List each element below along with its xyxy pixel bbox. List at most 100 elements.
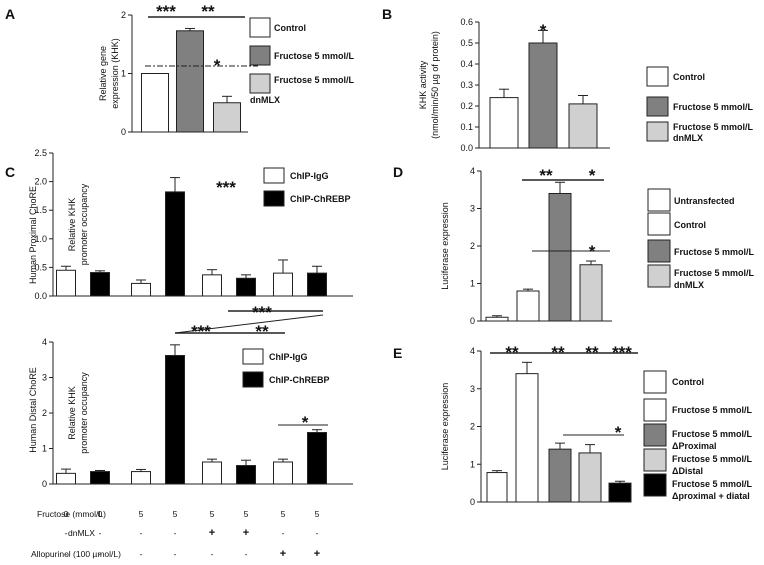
panel-d-legend-swatch-2 [647,239,671,263]
panel-d-legend-label-1: Control [674,220,706,230]
treatment-row-label-1: dnMLX [68,528,95,538]
panel-b-bar-0 [489,97,519,149]
panel-c-lower-sig-3: * [302,413,309,432]
panel-letter-c: C [5,164,15,180]
treatment-cell-1-5: + [243,527,249,539]
treatment-cell-2-5: - [245,549,248,559]
panel-e-y-tick-label-1: 1 [470,459,475,469]
panel-b: 0.0 0.1 0.2 0.3 0.4 0.5 0.6 KHK activity (nmol/m… [418,17,754,153]
panel-d-y-tick-label-3: 3 [470,204,475,214]
panel-d-y-tick-label-0: 0 [470,316,475,326]
treatment-cell-0-3: 5 [173,509,178,519]
panel-c-lower-y-tick-label-3: 3 [42,373,47,383]
panel-c-y-tick-label-3: 1.5 [34,205,47,215]
panel-c-ylabel-2: promoter occupancy [79,183,89,265]
panel-d-bar-1 [516,290,540,322]
treatment-cell-0-2: 5 [139,509,144,519]
panel-e-y-tick-label-0: 0 [470,497,475,507]
panel-a-legend-swatch-0 [249,17,271,38]
panel-b-legend-label-2b: dnMLX [673,133,703,143]
treatment-cell-0-6: 5 [281,509,286,519]
panel-e-ylabel: Luciferase expression [440,383,450,471]
panel-d-legend-label-3: Fructose 5 mmol/L [674,268,755,278]
panel-c-legend-swatch-0 [263,167,285,184]
panel-c-bar-3 [273,272,293,297]
panel-d-legend-swatch-0 [647,188,671,212]
panel-b-y-tick-label-1: 0.1 [460,122,473,132]
panel-a-legend-label-1: Fructose 5 mmol/L [274,51,355,61]
panel-e-legend-label-4: Fructose 5 mmol/L [672,479,753,489]
panel-e-legend-label-1: Fructose 5 mmol/L [672,405,753,415]
panel-a-bar-0 [141,73,169,133]
panel-c-lower-bar-2 [202,461,222,485]
panel-b-y-tick-label-5: 0.5 [460,38,473,48]
panel-b-bar-2 [568,103,598,149]
panel-a-legend-label-2b: dnMLX [250,95,280,105]
panel-e-legend-swatch-2 [643,423,667,447]
treatment-cell-1-2: - [140,528,143,538]
panel-c-lower-y-tick-label-4: 4 [42,337,47,347]
panel-c-legend-label-0: ChIP-IgG [290,171,329,181]
panel-e-sig-4: * [615,423,622,442]
panel-b-ylabel-1: KHK activity [418,60,428,109]
panel-b-sig-0: * [540,21,547,40]
panel-c-lower-legend-label-1: ChIP-ChREBP [269,375,330,385]
panel-letter-b: B [382,6,392,22]
panel-a-y-tick-label-0: 0 [121,127,126,137]
panel-c-y-tick-label-1: 0.5 [34,262,47,272]
panel-b-y-tick-label-6: 0.6 [460,17,473,27]
panel-d-legend-label-0: Untransfected [674,196,735,206]
treatment-cell-0-5: 5 [244,509,249,519]
treatment-row-label-0: Fructose (mmol/L) [37,509,106,519]
panel-a-sig-1: ** [201,2,215,21]
panel-e-bar-0 [486,472,508,503]
panel-e-legend-swatch-4 [643,473,667,497]
panel-e-y-tick-label-2: 2 [470,422,475,432]
treatment-cell-0-4: 5 [210,509,215,519]
panel-d-y-tick-label-4: 4 [470,166,475,176]
panel-c-bar-4 [90,272,110,297]
panel-e-legend-label-3: Fructose 5 mmol/L [672,454,753,464]
panel-c-lower-bar-7 [307,432,327,485]
panel-a-y-tick-label-2: 2 [121,10,126,20]
panel-d-sig-2: * [589,242,596,261]
panel-b-legend-label-0: Control [673,72,705,82]
panel-c-lower-sig-0: *** [252,303,272,322]
panel-c-bar-6 [236,277,256,297]
panel-c-lower-sig-line-0 [174,314,324,334]
panel-letter-e: E [393,345,402,361]
treatment-cell-2-4: - [211,549,214,559]
treatment-cell-2-1: - [99,549,102,559]
panel-e-bar-3 [578,452,602,503]
panel-c-lower-ylabel-2: promoter occupancy [79,372,89,454]
panel-d-y-tick-label-1: 1 [470,279,475,289]
panel-c-y-tick-label-4: 2.0 [34,177,47,187]
panel-c-lower-y-tick-label-2: 2 [42,408,47,418]
panel-d-bar-0 [485,316,509,322]
panel-b-y-tick-label-4: 0.4 [460,59,473,69]
panel-c-bar-2 [202,274,222,297]
panel-b-y-tick-label-0: 0.0 [460,143,473,153]
side-label-proximal: Human Proximal ChoRE [28,186,38,284]
panel-b-legend-swatch-0 [646,66,669,87]
panel-a-bar-1 [176,30,204,133]
panel-a-sig-2: * [214,56,221,75]
panel-e-legend-label-3b: ΔDistal [672,466,703,476]
panel-e-y-tick-label-4: 4 [470,346,475,356]
panel-letter-a: A [5,6,15,22]
treatment-cell-1-7: - [316,528,319,538]
panel-e-legend-swatch-0 [643,370,667,394]
treatment-cell-1-3: - [174,528,177,538]
panel-e-y-tick-label-3: 3 [470,384,475,394]
panel-d-legend-label-3b: dnMLX [674,280,704,290]
panel-c-bar-7 [307,272,327,297]
panel-d-bar-2 [548,193,572,322]
panel-b-legend-label-1: Fructose 5 mmol/L [673,102,754,112]
panel-e-sig-1: ** [551,343,565,362]
panel-a-ylabel-1: Relative gene [98,46,108,101]
panel-c-y-tick-label-2: 1.0 [34,234,47,244]
